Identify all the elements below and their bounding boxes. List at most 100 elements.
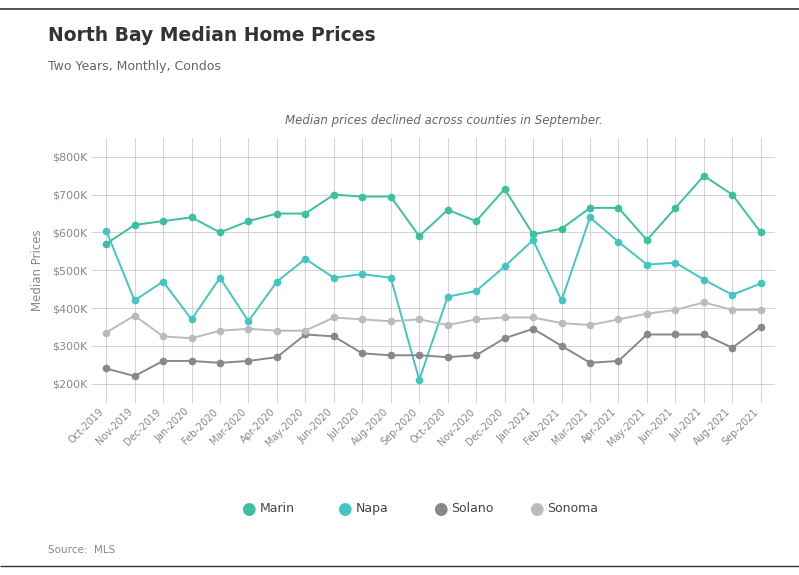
- Napa: [329, 274, 339, 281]
- Text: ●: ●: [433, 500, 447, 518]
- Solano: [215, 359, 225, 366]
- Sonoma: [386, 318, 396, 325]
- Marin: [443, 206, 452, 213]
- Sonoma: [642, 310, 652, 317]
- Napa: [244, 318, 253, 325]
- Sonoma: [215, 327, 225, 334]
- Line: Napa: Napa: [103, 214, 764, 383]
- Text: ●: ●: [529, 500, 543, 518]
- Napa: [272, 278, 282, 285]
- Marin: [386, 193, 396, 200]
- Marin: [500, 186, 510, 193]
- Marin: [699, 172, 709, 179]
- Solano: [728, 344, 737, 351]
- Napa: [557, 297, 566, 304]
- Y-axis label: Median Prices: Median Prices: [31, 229, 44, 311]
- Solano: [158, 358, 168, 365]
- Solano: [585, 359, 594, 366]
- Sonoma: [101, 329, 111, 336]
- Napa: [415, 377, 424, 384]
- Napa: [357, 271, 367, 278]
- Sonoma: [585, 321, 594, 328]
- Napa: [728, 292, 737, 298]
- Napa: [471, 288, 481, 294]
- Text: Marin: Marin: [260, 503, 295, 515]
- Napa: [614, 239, 623, 246]
- Solano: [415, 352, 424, 359]
- Napa: [699, 276, 709, 283]
- Solano: [386, 352, 396, 359]
- Marin: [728, 191, 737, 198]
- Line: Marin: Marin: [103, 172, 764, 247]
- Sonoma: [500, 314, 510, 321]
- Line: Solano: Solano: [103, 324, 764, 379]
- Napa: [129, 297, 139, 304]
- Text: Solano: Solano: [451, 503, 494, 515]
- Marin: [101, 240, 111, 247]
- Marin: [215, 229, 225, 236]
- Solano: [329, 333, 339, 340]
- Sonoma: [129, 312, 139, 319]
- Napa: [642, 261, 652, 268]
- Napa: [158, 278, 168, 285]
- Marin: [614, 205, 623, 212]
- Sonoma: [329, 314, 339, 321]
- Sonoma: [557, 320, 566, 327]
- Napa: [215, 274, 225, 281]
- Napa: [300, 255, 310, 262]
- Sonoma: [158, 333, 168, 340]
- Sonoma: [670, 306, 680, 313]
- Sonoma: [614, 316, 623, 323]
- Marin: [329, 191, 339, 198]
- Solano: [557, 342, 566, 349]
- Napa: [670, 259, 680, 266]
- Text: North Bay Median Home Prices: North Bay Median Home Prices: [48, 26, 376, 45]
- Solano: [500, 335, 510, 342]
- Solano: [443, 354, 452, 361]
- Marin: [670, 205, 680, 212]
- Napa: [500, 263, 510, 270]
- Solano: [756, 324, 765, 331]
- Text: Sonoma: Sonoma: [547, 503, 598, 515]
- Sonoma: [272, 327, 282, 334]
- Marin: [642, 236, 652, 243]
- Solano: [528, 325, 538, 332]
- Marin: [557, 225, 566, 232]
- Solano: [670, 331, 680, 338]
- Text: Napa: Napa: [356, 503, 388, 515]
- Marin: [471, 218, 481, 225]
- Marin: [415, 233, 424, 240]
- Sonoma: [699, 299, 709, 306]
- Napa: [443, 293, 452, 300]
- Marin: [244, 218, 253, 225]
- Solano: [187, 358, 197, 365]
- Napa: [386, 274, 396, 281]
- Marin: [187, 214, 197, 221]
- Text: Two Years, Monthly, Condos: Two Years, Monthly, Condos: [48, 60, 221, 74]
- Napa: [528, 236, 538, 243]
- Sonoma: [528, 314, 538, 321]
- Sonoma: [471, 316, 481, 323]
- Marin: [357, 193, 367, 200]
- Line: Sonoma: Sonoma: [103, 299, 764, 342]
- Marin: [756, 229, 765, 236]
- Sonoma: [415, 316, 424, 323]
- Solano: [244, 358, 253, 365]
- Marin: [158, 218, 168, 225]
- Sonoma: [300, 327, 310, 334]
- Sonoma: [756, 306, 765, 313]
- Solano: [101, 365, 111, 372]
- Marin: [585, 205, 594, 212]
- Sonoma: [443, 321, 452, 328]
- Sonoma: [244, 325, 253, 332]
- Solano: [614, 358, 623, 365]
- Solano: [129, 373, 139, 380]
- Solano: [272, 354, 282, 361]
- Text: ●: ●: [241, 500, 256, 518]
- Sonoma: [187, 335, 197, 342]
- Marin: [528, 231, 538, 238]
- Text: Source:  MLS: Source: MLS: [48, 545, 115, 555]
- Solano: [471, 352, 481, 359]
- Marin: [129, 221, 139, 228]
- Text: Median prices declined across counties in September.: Median prices declined across counties i…: [284, 114, 602, 127]
